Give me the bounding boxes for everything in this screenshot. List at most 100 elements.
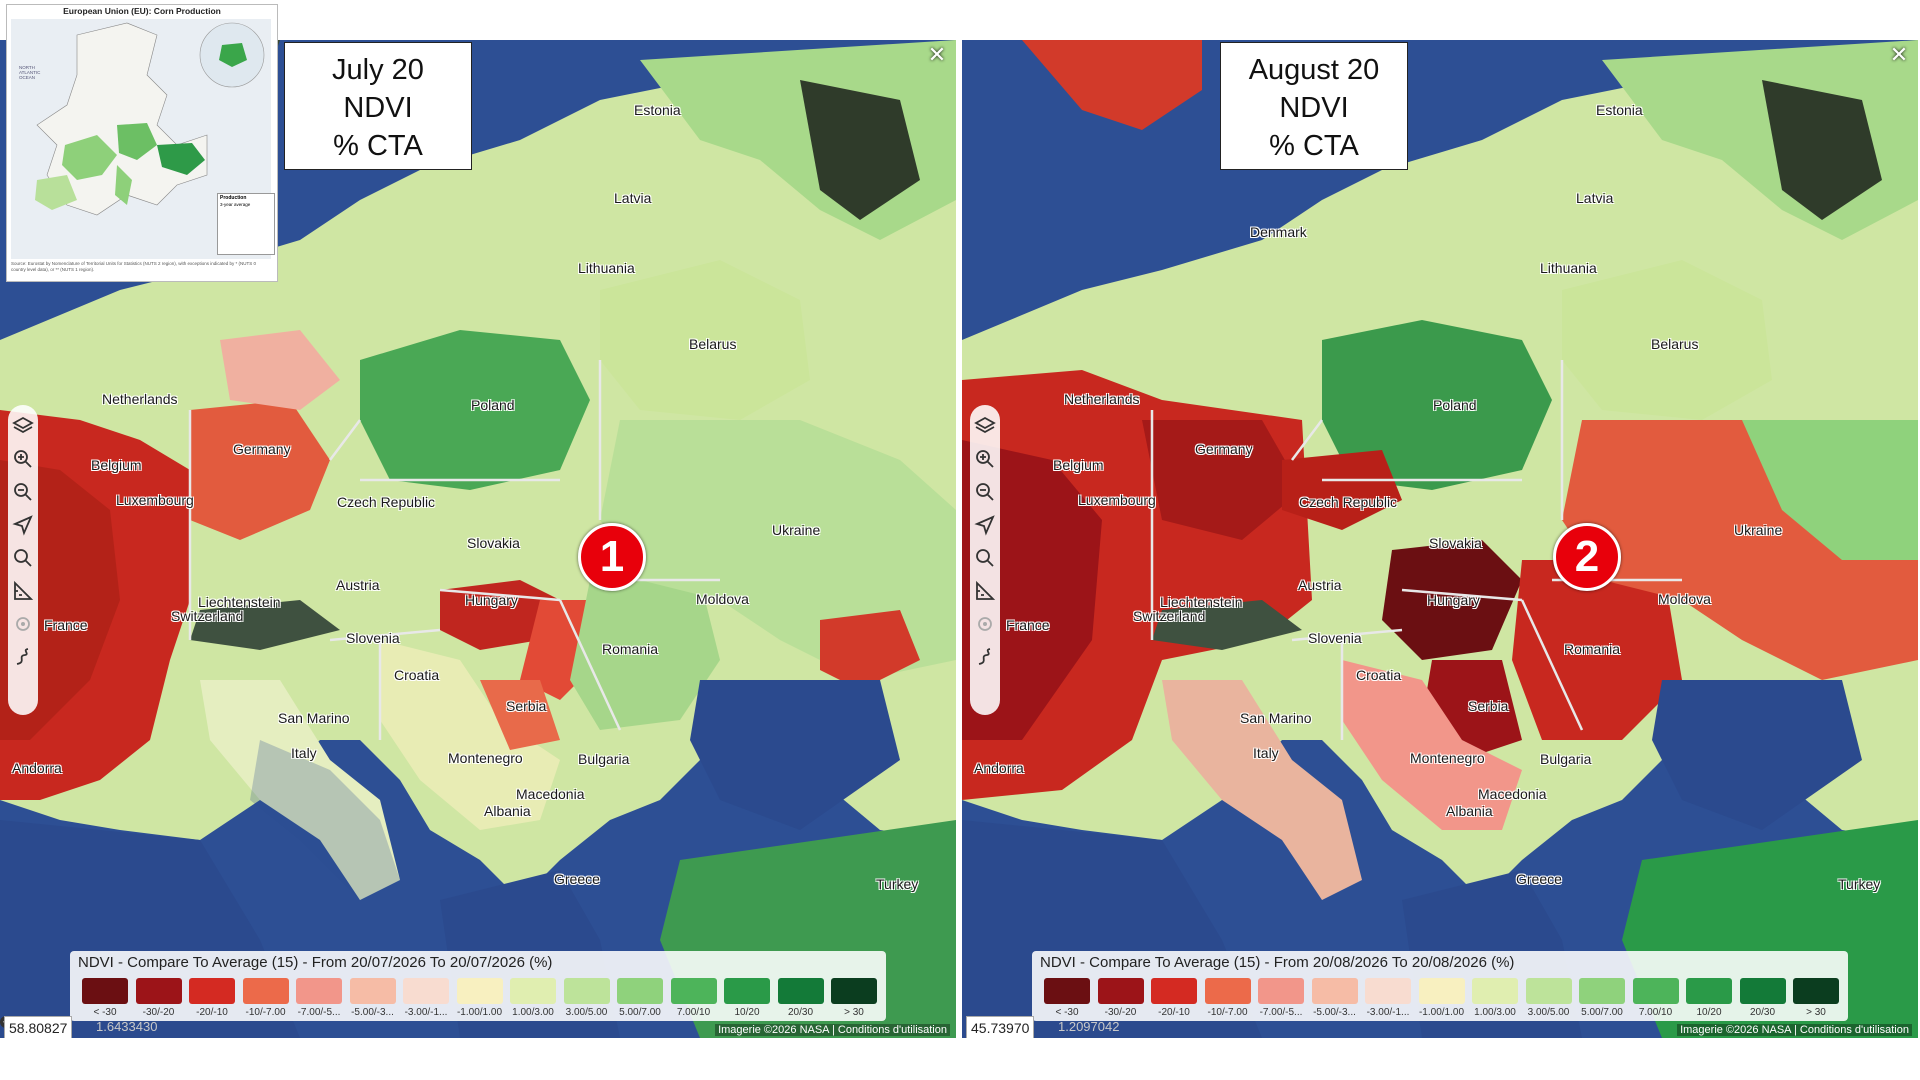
navigate-icon[interactable] [10, 508, 36, 541]
close-icon[interactable]: ✕ [1889, 42, 1909, 67]
legend-swatch [1311, 978, 1358, 1004]
country-label: Montenegro [448, 750, 523, 766]
navigate-icon[interactable] [972, 508, 998, 541]
index-label-line: NDVI [343, 92, 413, 124]
legend-label: 1.00/3.00 [1474, 1007, 1516, 1018]
legend-label: -20/-10 [1158, 1007, 1190, 1018]
search-icon[interactable] [10, 541, 36, 574]
legend-swatch [831, 978, 877, 1004]
legend-label: 7.00/10 [1638, 1007, 1673, 1018]
country-label: Liechtenstein [1160, 594, 1243, 610]
ndvi-map-august[interactable] [962, 40, 1918, 1038]
legend-swatch [670, 978, 717, 1004]
legend-swatch [1739, 978, 1786, 1004]
country-label: Romania [602, 641, 659, 657]
country-label: Greece [554, 871, 600, 887]
country-label: Belarus [1651, 336, 1699, 352]
legend-label: -7.00/-5... [297, 1007, 341, 1018]
legend-label: -3.00/-1... [1366, 1007, 1410, 1018]
legend-swatch [1204, 978, 1251, 1004]
zoom-in-icon[interactable] [972, 442, 998, 475]
country-label: Lithuania [1540, 260, 1597, 276]
legend-swatches: < -30 -30/-20 -20/-10 -10/-7.00 -7.00/-5... -… [1032, 978, 1848, 1022]
legend-item: -10/-7.00 [1203, 978, 1253, 1018]
measure-icon[interactable] [972, 574, 998, 607]
draw-icon[interactable] [972, 640, 998, 673]
legend-item: 20/30 [1738, 978, 1788, 1018]
country-label: Czech Republic [1299, 494, 1398, 510]
draw-icon[interactable] [10, 640, 36, 673]
legend-item: 5.00/7.00 [1577, 978, 1627, 1018]
legend-swatch [1258, 978, 1304, 1004]
country-label: Serbia [506, 698, 547, 714]
country-label: Denmark [1250, 224, 1307, 240]
legend-title: NDVI - Compare To Average (15) - From 20… [78, 954, 553, 971]
country-label: Latvia [1576, 190, 1614, 206]
country-label: France [44, 617, 88, 633]
zoom-out-icon[interactable] [10, 475, 36, 508]
country-label: Luxembourg [116, 492, 194, 508]
layers-icon[interactable] [10, 409, 36, 442]
country-label: Hungary [1427, 592, 1480, 608]
country-label: Andorra [974, 760, 1024, 776]
country-label: Serbia [1468, 698, 1509, 714]
map-attribution[interactable]: Imagerie ©2026 NASA | Conditions d'utili… [715, 1024, 950, 1036]
country-label: Czech Republic [337, 494, 436, 510]
locate-icon[interactable] [10, 607, 36, 640]
legend-label: < -30 [93, 1007, 117, 1018]
legend-item: 7.00/10 [669, 978, 719, 1018]
legend-swatch [617, 978, 663, 1004]
measure-icon[interactable] [10, 574, 36, 607]
legend-item: 10/20 [1684, 978, 1734, 1018]
legend-label: 20/30 [787, 1007, 814, 1018]
legend-swatch [563, 978, 610, 1004]
country-label: Latvia [614, 190, 652, 206]
country-label: Belarus [689, 336, 737, 352]
zoom-out-icon[interactable] [972, 475, 998, 508]
legend-item: 1.00/3.00 [508, 978, 558, 1018]
legend-label: -1.00/1.00 [456, 1007, 503, 1018]
country-label: Germany [1195, 441, 1253, 457]
legend-item: -1.00/1.00 [1417, 978, 1467, 1018]
close-icon[interactable]: ✕ [927, 42, 947, 67]
search-icon[interactable] [972, 541, 998, 574]
country-label: Germany [233, 441, 291, 457]
locate-icon[interactable] [972, 607, 998, 640]
metric-label-line: % CTA [1269, 130, 1359, 162]
legend-swatch [242, 978, 289, 1004]
layers-icon[interactable] [972, 409, 998, 442]
country-label: Bulgaria [578, 751, 630, 767]
legend-swatch [296, 978, 342, 1004]
country-label: Moldova [1658, 591, 1711, 607]
country-label: Macedonia [1478, 786, 1547, 802]
country-label: Hungary [465, 592, 518, 608]
legend-label: -5.00/-3... [1313, 1007, 1356, 1018]
inset-legend-title: Production [220, 195, 247, 201]
legend-label: 1.00/3.00 [512, 1007, 554, 1018]
legend-swatch [724, 978, 770, 1004]
legend-label: -1.00/1.00 [1418, 1007, 1465, 1018]
country-label: Estonia [1596, 102, 1643, 118]
legend-label: -7.00/-5... [1259, 1007, 1303, 1018]
legend-swatch [1151, 978, 1197, 1004]
legend-label: -20/-10 [196, 1007, 228, 1018]
legend-swatch [1793, 978, 1839, 1004]
country-label: Greece [1516, 871, 1562, 887]
legend-item: 3.00/5.00 [562, 978, 612, 1018]
zoom-in-icon[interactable] [10, 442, 36, 475]
inset-source-note: Source: Eurostat by Nomenclature of Terr… [11, 261, 257, 272]
map-panel-august[interactable]: ✕ August 20 NDVI % CTA 2 Denmark Estonia… [962, 40, 1918, 1038]
legend-label: -3.00/-1... [404, 1007, 448, 1018]
legend-item: -5.00/-3... [1310, 978, 1360, 1018]
inset-ocean-label: NORTH ATLANTIC OCEAN [19, 65, 41, 80]
country-label: Turkey [1838, 876, 1881, 892]
inset-legend: Production 3-year average [217, 193, 275, 255]
legend-item: 20/30 [776, 978, 826, 1018]
map-attribution[interactable]: Imagerie ©2026 NASA | Conditions d'utili… [1677, 1024, 1912, 1036]
latitude-readout: 45.73970 [966, 1016, 1035, 1038]
legend-title: NDVI - Compare To Average (15) - From 20… [1040, 954, 1515, 971]
legend-item: -30/-20 [134, 978, 184, 1018]
country-label: Poland [1433, 397, 1477, 413]
country-label: Turkey [876, 876, 919, 892]
legend-swatch [510, 978, 556, 1004]
